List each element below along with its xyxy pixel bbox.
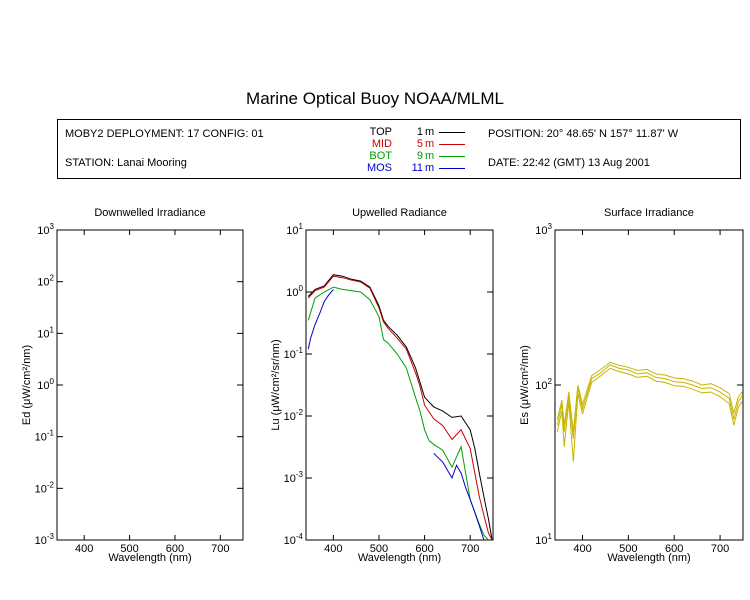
y-tick-label: 103 <box>535 222 552 237</box>
position-text: POSITION: 20° 48.65' N 157° 11.87' W <box>488 128 679 140</box>
y-tick-label: 101 <box>286 222 303 237</box>
x-axis-label: Wavelength (nm) <box>358 552 441 564</box>
info-box: MOBY2 DEPLOYMENT: 17 CONFIG: 01 STATION:… <box>57 119 741 179</box>
panel-title: Surface Irradiance <box>604 207 694 219</box>
x-tick-label: 700 <box>461 543 479 555</box>
panel-title: Downwelled Irradiance <box>94 207 205 219</box>
y-tick-label: 102 <box>535 377 552 392</box>
panel-title: Upwelled Radiance <box>352 207 447 219</box>
legend-unit: m <box>425 126 435 138</box>
legend-unit: m <box>425 162 435 174</box>
legend-swatch <box>439 132 465 133</box>
legend-swatch <box>439 144 465 145</box>
y-tick-label: 100 <box>37 377 54 392</box>
x-tick-label: 500 <box>619 543 637 555</box>
y-tick-label: 102 <box>37 274 54 289</box>
x-tick-label: 500 <box>370 543 388 555</box>
legend-depth: 11 <box>411 162 423 174</box>
y-tick-label: 10-2 <box>35 480 55 495</box>
series-line-mid <box>307 275 493 541</box>
x-axis-label: Wavelength (nm) <box>607 552 690 564</box>
x-tick-label: 400 <box>573 543 591 555</box>
x-tick-label: 500 <box>120 543 138 555</box>
y-tick-label: 10-2 <box>284 408 304 423</box>
y-axis-label: Es (μW/cm²/nm) <box>519 345 531 425</box>
legend-entry-mid: MID 5 m <box>365 138 485 150</box>
legend-label: MOS <box>366 162 392 174</box>
legend-unit: m <box>425 150 435 162</box>
upwelled-radiance-chart: Upwelled Radiance 400 500 600 700 Wavelength … <box>270 207 494 564</box>
surface-irradiance-chart: Surface Irradiance 400 500 600 700 Wavelength… <box>519 207 744 564</box>
plot-frame <box>305 229 494 541</box>
legend-swatch <box>439 168 465 169</box>
legend-depth: 9 <box>416 150 423 162</box>
y-tick-label: 100 <box>286 284 303 299</box>
y-tick-label: 10-1 <box>35 429 55 444</box>
legend-label: MID <box>371 138 392 150</box>
legend-label: TOP <box>369 126 392 138</box>
legend-entry-top: TOP 1 m <box>365 126 485 138</box>
legend-swatch <box>439 156 465 157</box>
y-axis-label: Lu (μW/cm²/sr/nm) <box>270 339 282 430</box>
x-tick-label: 400 <box>324 543 342 555</box>
x-tick-label: 600 <box>665 543 683 555</box>
x-tick-label: 400 <box>75 543 93 555</box>
y-tick-label: 101 <box>37 325 54 340</box>
y-axis-label: Ed (μW/cm²/nm) <box>21 345 33 425</box>
series-line-bot <box>307 286 489 541</box>
y-tick-label: 10-3 <box>35 532 55 547</box>
series-line-2 <box>556 361 743 432</box>
x-tick-label: 700 <box>211 543 229 555</box>
series-line-top <box>307 274 493 541</box>
y-tick-label: 101 <box>535 532 552 547</box>
station-text: STATION: Lanai Mooring <box>65 157 187 169</box>
x-tick-label: 600 <box>415 543 433 555</box>
legend-label: BOT <box>369 150 392 162</box>
date-text: DATE: 22:42 (GMT) 13 Aug 2001 <box>488 157 650 169</box>
legend-entry-mos: MOS 11 m <box>365 162 485 174</box>
series-line-0 <box>556 364 743 439</box>
x-axis-label: Wavelength (nm) <box>108 552 191 564</box>
legend-depth: 1 <box>416 126 423 138</box>
x-tick-label: 600 <box>166 543 184 555</box>
legend-depth: 5 <box>416 138 423 150</box>
series-line-mos <box>433 452 485 541</box>
series-line-mos <box>307 289 334 350</box>
deployment-text: MOBY2 DEPLOYMENT: 17 CONFIG: 01 <box>65 128 264 140</box>
legend-entry-bot: BOT 9 m <box>365 150 485 162</box>
chart-title: Marine Optical Buoy NOAA/MLML <box>246 89 504 108</box>
downwelled-irradiance-chart: Downwelled Irradiance 400 500 600 700 Wavelen… <box>21 207 244 564</box>
plot-frame <box>56 229 244 541</box>
legend-unit: m <box>425 138 435 150</box>
y-tick-label: 103 <box>37 222 54 237</box>
y-tick-label: 10-3 <box>284 470 304 485</box>
x-tick-label: 700 <box>711 543 729 555</box>
y-tick-label: 10-4 <box>284 532 304 547</box>
series-line-1 <box>556 367 743 462</box>
y-tick-label: 10-1 <box>284 346 304 361</box>
